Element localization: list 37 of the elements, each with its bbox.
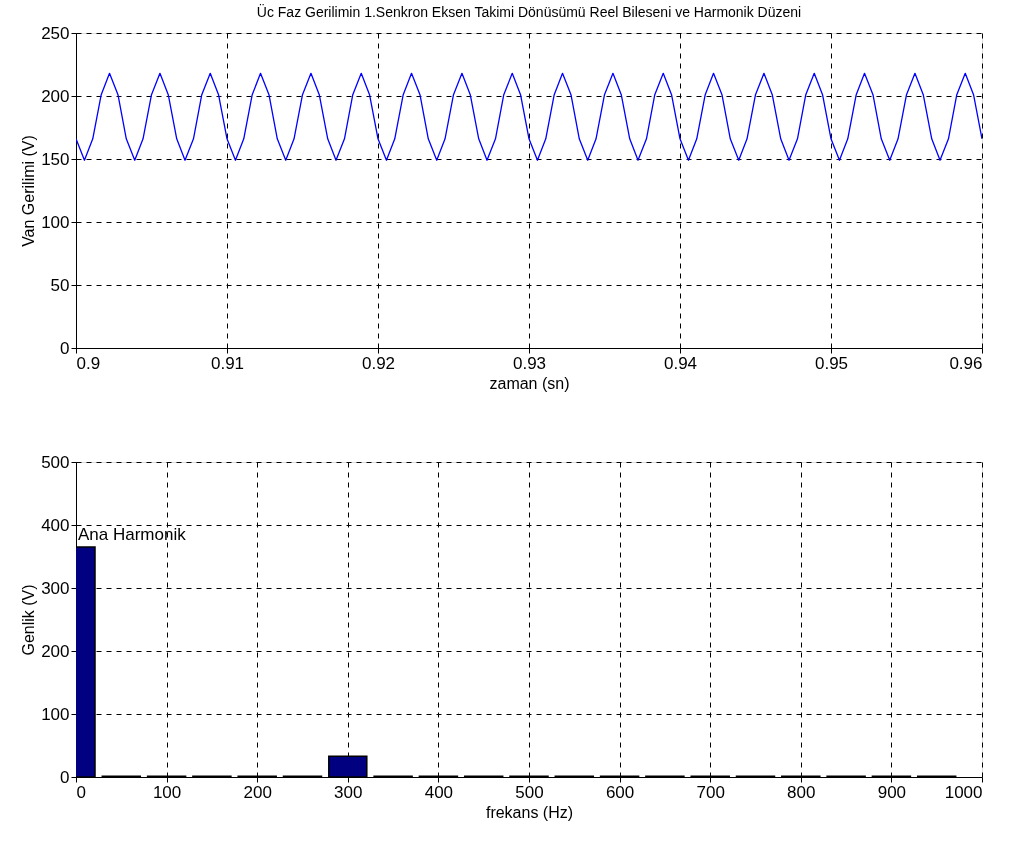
x-tick-label: 600 — [605, 782, 635, 802]
line-series — [76, 72, 982, 161]
y-tick-label: 300 — [41, 578, 70, 598]
x-tick-label: 800 — [787, 782, 816, 802]
x-tick-label: 0 — [76, 782, 86, 802]
y-tick-label: 100 — [41, 212, 70, 232]
y-tick-label: 150 — [41, 149, 70, 169]
x-tick-label: 900 — [877, 782, 907, 802]
y-tick-label: 100 — [41, 704, 70, 724]
x-tick-label: 700 — [696, 782, 725, 802]
y-tick-label: 200 — [41, 641, 70, 661]
y-tick-label: 200 — [41, 86, 70, 106]
x-tick-label: 400 — [424, 782, 454, 802]
x-axis-title: frekans (Hz) — [485, 803, 574, 821]
chart-title: Üc Faz Gerilimin 1.Senkron Eksen Takimi Dönüsümü Reel Bileseni ve Harmonik Düzeni — [256, 3, 802, 20]
x-tick-label: 0.93 — [512, 353, 547, 373]
x-tick-label: 0.92 — [361, 353, 396, 373]
x-tick-label: 300 — [334, 782, 363, 802]
y-tick-label: 500 — [41, 452, 70, 472]
x-tick-label: 0.9 — [76, 353, 101, 373]
y-tick-label: 250 — [41, 23, 70, 43]
x-tick-label: 200 — [243, 782, 272, 802]
y-axis-title: Van Gerilimi (V) — [20, 135, 38, 247]
x-tick-label: 0.91 — [210, 353, 245, 373]
x-tick-label: 500 — [515, 782, 544, 802]
y-tick-label: 0 — [60, 338, 70, 358]
x-tick-label: 1000 — [944, 782, 983, 802]
x-tick-label: 0.94 — [663, 353, 698, 373]
annotation: Ana Harmonik — [78, 525, 187, 545]
x-tick-label: 0.96 — [949, 353, 983, 373]
y-tick-label: 400 — [41, 515, 70, 535]
y-tick-label: 0 — [60, 767, 70, 787]
y-axis-title: Genlik (V) — [20, 584, 38, 656]
y-tick-label: 50 — [50, 275, 70, 295]
x-axis-title: zaman (sn) — [489, 374, 570, 392]
x-tick-label: 0.95 — [814, 353, 849, 373]
x-tick-label: 100 — [152, 782, 182, 802]
